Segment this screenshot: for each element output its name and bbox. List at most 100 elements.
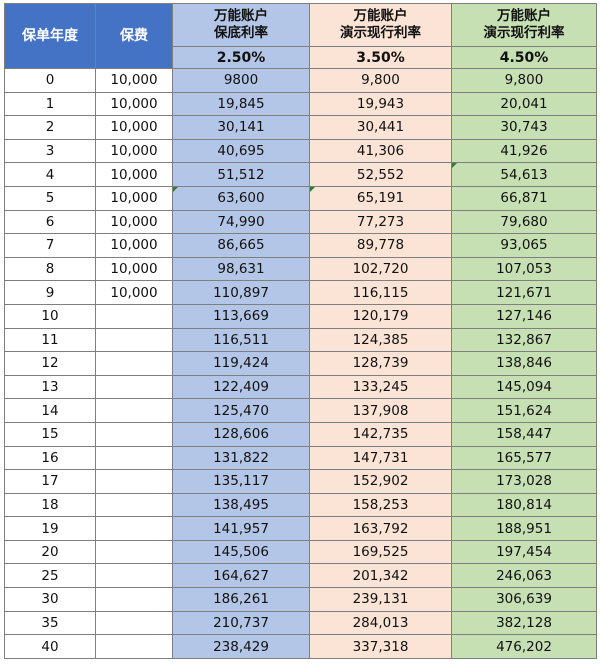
premium-cell [95,516,173,541]
table-row: 11 116,511 124,385 132,867 [4,327,597,353]
demo-mid-value-cell: 133,245 [309,374,452,400]
table-row: 4 10,000 51,512 52,552 54,613 [4,162,597,187]
table-row: 0 10,000 9800 9,800 9,800 [4,68,597,93]
demo-high-value-cell: 173,028 [451,469,597,494]
illustration-table: 保单年度 保费 万能账户 保底利率 万能账户 演示现行利率 万能账户 演示现行利… [4,3,597,659]
premium-cell [95,327,173,353]
policy-year-cell: 3 [4,138,96,164]
premium-cell: 10,000 [95,68,173,93]
demo-mid-rate-value: 3.50% [309,46,452,69]
guaranteed-value-cell: 110,897 [172,280,310,305]
guaranteed-value-cell: 9800 [172,68,310,93]
policy-year-cell: 8 [4,256,96,282]
demo-mid-value-cell: 337,318 [309,634,452,659]
policy-year-cell: 2 [4,115,96,140]
policy-year-cell: 9 [4,280,96,305]
demo-mid-rate-header: 万能账户 演示现行利率 [309,3,452,47]
premium-cell [95,539,173,565]
premium-cell: 10,000 [95,233,173,258]
demo-mid-value-cell: 124,385 [309,327,452,353]
guaranteed-value-cell: 125,470 [172,398,310,423]
table-row: 1 10,000 19,845 19,943 20,041 [4,91,597,117]
table-row: 18 138,495 158,253 180,814 [4,492,597,518]
guaranteed-rate-title: 万能账户 保底利率 [214,8,268,41]
demo-high-value-cell: 165,577 [451,445,597,471]
demo-mid-value-cell: 65,191 [309,185,452,211]
table-row: 6 10,000 74,990 77,273 79,680 [4,209,597,235]
policy-year-cell: 30 [4,587,96,612]
demo-mid-value-cell: 9,800 [309,68,452,93]
table-row: 25 164,627 201,342 246,063 [4,563,597,589]
premium-cell: 10,000 [95,162,173,187]
demo-high-rate-header: 万能账户 演示现行利率 [451,3,597,47]
premium-cell: 10,000 [95,280,173,305]
premium-cell: 10,000 [95,91,173,117]
demo-high-value-cell: 246,063 [451,563,597,589]
guaranteed-value-cell: 63,600 [172,185,310,211]
table-row: 20 145,506 169,525 197,454 [4,539,597,565]
table-row: 8 10,000 98,631 102,720 107,053 [4,256,597,282]
rate-row: 2.50% 3.50% 4.50% [5,46,597,69]
demo-mid-value-cell: 116,115 [309,280,452,305]
demo-mid-rate-title: 万能账户 演示现行利率 [340,8,421,41]
demo-high-value-cell: 66,871 [451,185,597,211]
policy-year-header: 保单年度 [4,3,96,69]
demo-high-value-cell: 79,680 [451,209,597,235]
policy-year-cell: 25 [4,563,96,589]
premium-cell: 10,000 [95,185,173,211]
demo-mid-value-cell: 137,908 [309,398,452,423]
guaranteed-value-cell: 119,424 [172,351,310,376]
guaranteed-value-cell: 40,695 [172,138,310,164]
table-row: 14 125,470 137,908 151,624 [4,398,597,423]
demo-mid-value-cell: 163,792 [309,516,452,541]
guaranteed-value-cell: 131,822 [172,445,310,471]
demo-high-value-cell: 151,624 [451,398,597,423]
table-row: 35 210,737 284,013 382,128 [4,610,597,636]
premium-cell [95,634,173,659]
premium-cell [95,610,173,636]
premium-cell: 10,000 [95,115,173,140]
premium-cell: 10,000 [95,256,173,282]
policy-year-cell: 35 [4,610,96,636]
guaranteed-value-cell: 19,845 [172,91,310,117]
demo-high-value-cell: 132,867 [451,327,597,353]
premium-cell [95,374,173,400]
demo-high-value-cell: 9,800 [451,68,597,93]
premium-cell: 10,000 [95,138,173,164]
policy-year-cell: 19 [4,516,96,541]
policy-year-cell: 6 [4,209,96,235]
demo-mid-value-cell: 158,253 [309,492,452,518]
demo-high-value-cell: 127,146 [451,303,597,329]
premium-cell [95,303,173,329]
demo-high-value-cell: 121,671 [451,280,597,305]
demo-mid-value-cell: 128,739 [309,351,452,376]
demo-high-value-cell: 145,094 [451,374,597,400]
demo-mid-value-cell: 52,552 [309,162,452,187]
guaranteed-value-cell: 122,409 [172,374,310,400]
demo-high-value-cell: 20,041 [451,91,597,117]
demo-high-value-cell: 306,639 [451,587,597,612]
guaranteed-value-cell: 238,429 [172,634,310,659]
demo-high-value-cell: 180,814 [451,492,597,518]
demo-mid-value-cell: 142,735 [309,421,452,447]
guaranteed-value-cell: 138,495 [172,492,310,518]
guaranteed-value-cell: 74,990 [172,209,310,235]
demo-high-value-cell: 41,926 [451,138,597,164]
demo-high-value-cell: 158,447 [451,421,597,447]
demo-high-value-cell: 188,951 [451,516,597,541]
policy-year-cell: 20 [4,539,96,565]
guaranteed-value-cell: 116,511 [172,327,310,353]
premium-cell [95,563,173,589]
demo-high-value-cell: 93,065 [451,233,597,258]
table-row: 16 131,822 147,731 165,577 [4,445,597,471]
table-row: 10 113,669 120,179 127,146 [4,303,597,329]
table-row: 3 10,000 40,695 41,306 41,926 [4,138,597,164]
policy-year-cell: 15 [4,421,96,447]
premium-cell [95,492,173,518]
guaranteed-value-cell: 145,506 [172,539,310,565]
table-row: 30 186,261 239,131 306,639 [4,587,597,612]
guaranteed-value-cell: 51,512 [172,162,310,187]
premium-cell [95,351,173,376]
guaranteed-rate-value: 2.50% [172,46,310,69]
demo-high-rate-title: 万能账户 演示现行利率 [483,8,565,41]
